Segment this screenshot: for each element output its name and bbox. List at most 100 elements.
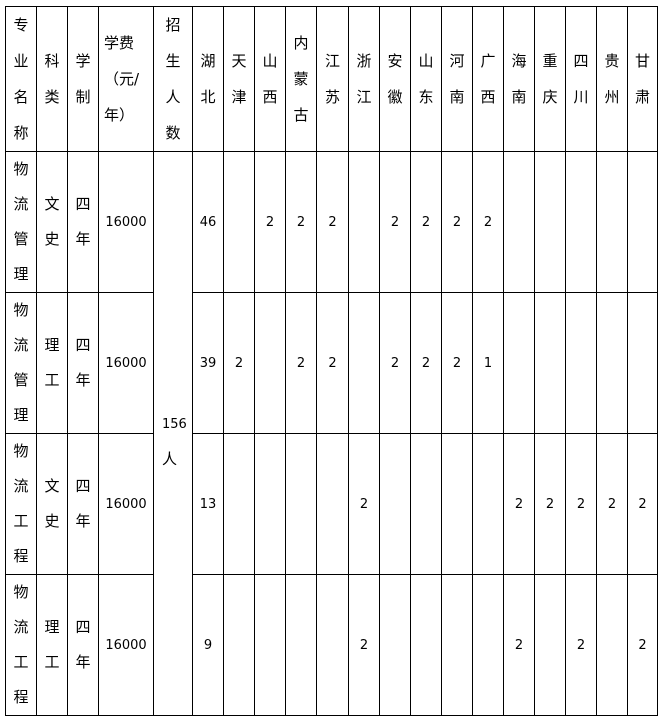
column-header: 甘肃 (627, 6, 658, 152)
column-header-label: 专业名称 (13, 16, 29, 142)
column-header-label: 山东 (418, 52, 434, 106)
province-quota-cell (596, 151, 628, 293)
duration: 四年 (75, 618, 91, 671)
column-header-label: 江苏 (324, 52, 340, 106)
province-quota-cell: 2 (472, 151, 504, 293)
column-header: 山东 (410, 6, 442, 152)
province-quota-cell (565, 292, 597, 434)
province-quota-cell: 2 (534, 433, 566, 575)
province-quota-cell: 2 (379, 292, 411, 434)
category-cell: 文史 (36, 433, 68, 575)
province-quota: 2 (359, 638, 369, 653)
category-cell: 理工 (36, 292, 68, 434)
province-quota-cell: 2 (379, 151, 411, 293)
duration: 四年 (75, 336, 91, 389)
province-quota: 1 (483, 356, 493, 371)
table-row: 物流工程 理工 四年 16000 9 2 2 2 2 (5, 574, 658, 716)
province-quota-cell (534, 151, 566, 293)
province-quota-cell: 9 (192, 574, 224, 716)
province-quota-cell (285, 433, 317, 575)
total-enrollment-number: 156 (162, 417, 187, 432)
total-enrollment-unit: 人 (162, 450, 178, 468)
province-quota: 46 (199, 215, 217, 230)
province-quota-cell: 2 (410, 292, 442, 434)
province-quota-cell: 2 (596, 433, 628, 575)
province-quota: 2 (638, 497, 647, 512)
category-cell: 理工 (36, 574, 68, 716)
province-quota: 2 (452, 356, 462, 371)
column-header: 贵州 (596, 6, 628, 152)
duration-cell: 四年 (67, 574, 99, 716)
province-quota-cell: 2 (441, 151, 473, 293)
fee-cell: 16000 (98, 151, 154, 293)
total-enrollment-cell: 156 人 (153, 151, 193, 716)
table-row: 物流工程 文史 四年 16000 13 2 2 2 2 2 2 (5, 433, 658, 575)
major: 物流管理 (13, 160, 29, 283)
column-header-label: 学制 (75, 52, 91, 106)
column-header-label: 海南 (511, 52, 527, 106)
province-quota-cell: 2 (316, 151, 349, 293)
duration-cell: 四年 (67, 433, 99, 575)
province-quota-cell: 46 (192, 151, 224, 293)
major: 物流工程 (13, 583, 29, 706)
header-row: 专业名称 科类 学制 学费（元/年） 招生人数 湖北 天津 山西 内蒙古 江苏 浙江 安徽 山东 河南 广西… (5, 6, 658, 152)
province-quota: 2 (359, 497, 369, 512)
province-quota: 13 (199, 497, 217, 512)
province-quota-cell: 2 (254, 151, 286, 293)
province-quota: 2 (421, 356, 431, 371)
major-cell: 物流工程 (5, 574, 37, 716)
province-quota-cell: 2 (503, 574, 535, 716)
province-quota-cell: 2 (565, 433, 597, 575)
province-quota-cell: 2 (410, 151, 442, 293)
column-header: 科类 (36, 6, 68, 152)
province-quota: 2 (545, 497, 555, 512)
table-row: 物流管理 文史 四年 16000 156 人 46 2 2 2 2 2 2 2 (5, 151, 658, 716)
province-quota: 2 (296, 215, 306, 230)
major: 物流工程 (13, 442, 29, 565)
fee-cell: 16000 (98, 574, 154, 716)
province-quota-cell: 2 (565, 574, 597, 716)
column-header-label: 招生人数 (165, 16, 181, 142)
province-quota-cell (410, 574, 442, 716)
column-header-label: 甘肃 (634, 52, 650, 106)
column-header-label: 山西 (262, 52, 278, 106)
province-quota: 2 (576, 638, 586, 653)
column-header-label: 科类 (44, 52, 60, 106)
province-quota: 2 (328, 215, 337, 230)
province-quota-cell: 2 (348, 574, 380, 716)
province-quota-cell: 2 (223, 292, 255, 434)
province-quota: 2 (390, 356, 400, 371)
province-quota-cell (254, 292, 286, 434)
major: 物流管理 (13, 301, 29, 424)
province-quota-cell: 1 (472, 292, 504, 434)
column-header-label: 内蒙古 (293, 34, 309, 124)
column-header: 天津 (223, 6, 255, 152)
province-quota-cell (254, 574, 286, 716)
duration: 四年 (75, 195, 91, 248)
category-cell: 文史 (36, 151, 68, 293)
duration: 四年 (75, 477, 91, 530)
province-quota-cell: 2 (285, 292, 317, 434)
fee: 16000 (105, 497, 147, 512)
province-quota: 39 (199, 356, 217, 371)
table-row: 物流管理 理工 四年 16000 39 2 2 2 2 2 2 1 (5, 292, 658, 434)
column-header-label: 浙江 (356, 52, 372, 106)
province-quota-cell (379, 574, 411, 716)
column-header: 广西 (472, 6, 504, 152)
fee-cell: 16000 (98, 292, 154, 434)
major-cell: 物流管理 (5, 292, 37, 434)
province-quota-cell (410, 433, 442, 575)
province-quota: 2 (328, 356, 337, 371)
province-quota: 2 (638, 638, 647, 653)
province-quota-cell (565, 151, 597, 293)
province-quota-cell (534, 574, 566, 716)
column-header: 山西 (254, 6, 286, 152)
column-header: 河南 (441, 6, 473, 152)
column-header: 专业名称 (5, 6, 37, 152)
province-quota-cell: 39 (192, 292, 224, 434)
province-quota-cell (596, 574, 628, 716)
column-header: 内蒙古 (285, 6, 317, 152)
province-quota-cell: 2 (348, 433, 380, 575)
fee: 16000 (105, 215, 147, 230)
province-quota-cell (348, 151, 380, 293)
